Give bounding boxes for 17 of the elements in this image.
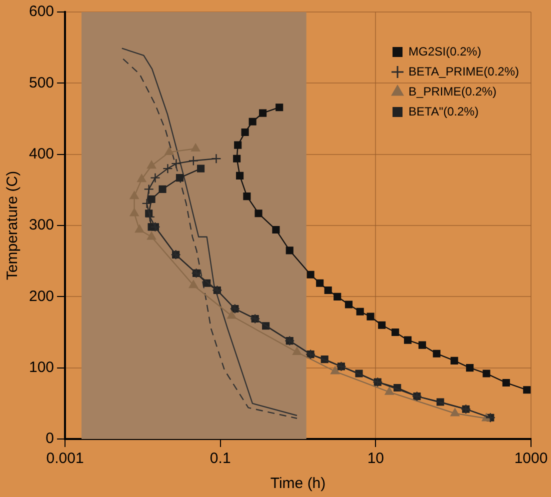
legend-label: MG2SI(0.2%)	[408, 44, 482, 58]
x-tick-label: 10	[367, 450, 384, 468]
y-tick-label: 0	[46, 430, 54, 448]
y-tick-label: 400	[28, 145, 54, 162]
legend-label: BETA"(0.2%)	[408, 104, 479, 118]
y-tick-label: 600	[28, 3, 54, 20]
y-tick-label: 500	[28, 74, 54, 92]
x-axis-title: Time (h)	[270, 475, 326, 492]
y-tick-label: 100	[28, 358, 54, 376]
y-tick-label: 300	[28, 216, 54, 234]
legend-label: BETA_PRIME(0.2%)	[408, 64, 520, 78]
x-tick-label: 1000	[514, 450, 548, 468]
legend-label: B_PRIME(0.2%)	[408, 84, 497, 98]
x-tick-label: 0.1	[210, 450, 231, 468]
y-axis-title: Temperature (C)	[4, 170, 22, 280]
x-tick-label: 0.001	[46, 450, 84, 468]
y-tick-label: 200	[28, 288, 54, 305]
